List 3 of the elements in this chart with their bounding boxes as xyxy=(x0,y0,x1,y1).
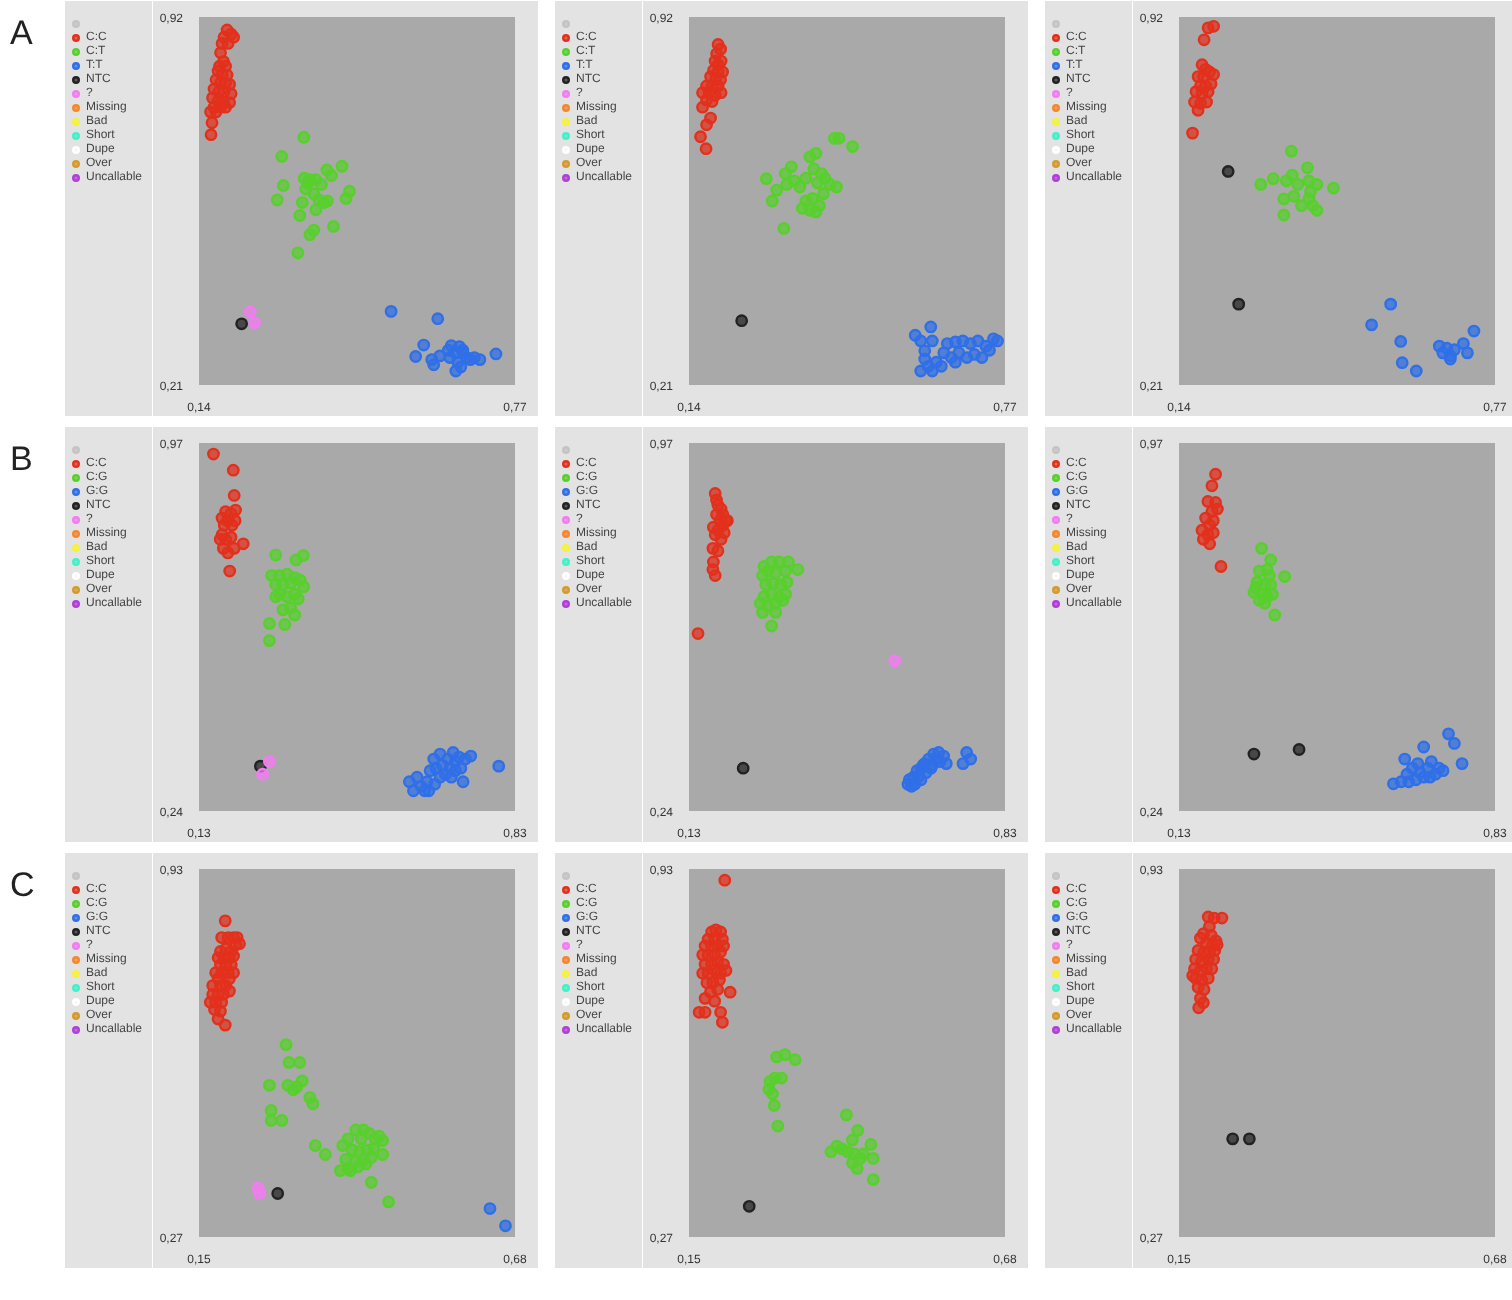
text: C xyxy=(10,864,35,908)
text: B xyxy=(10,438,33,482)
text: A xyxy=(10,12,33,56)
